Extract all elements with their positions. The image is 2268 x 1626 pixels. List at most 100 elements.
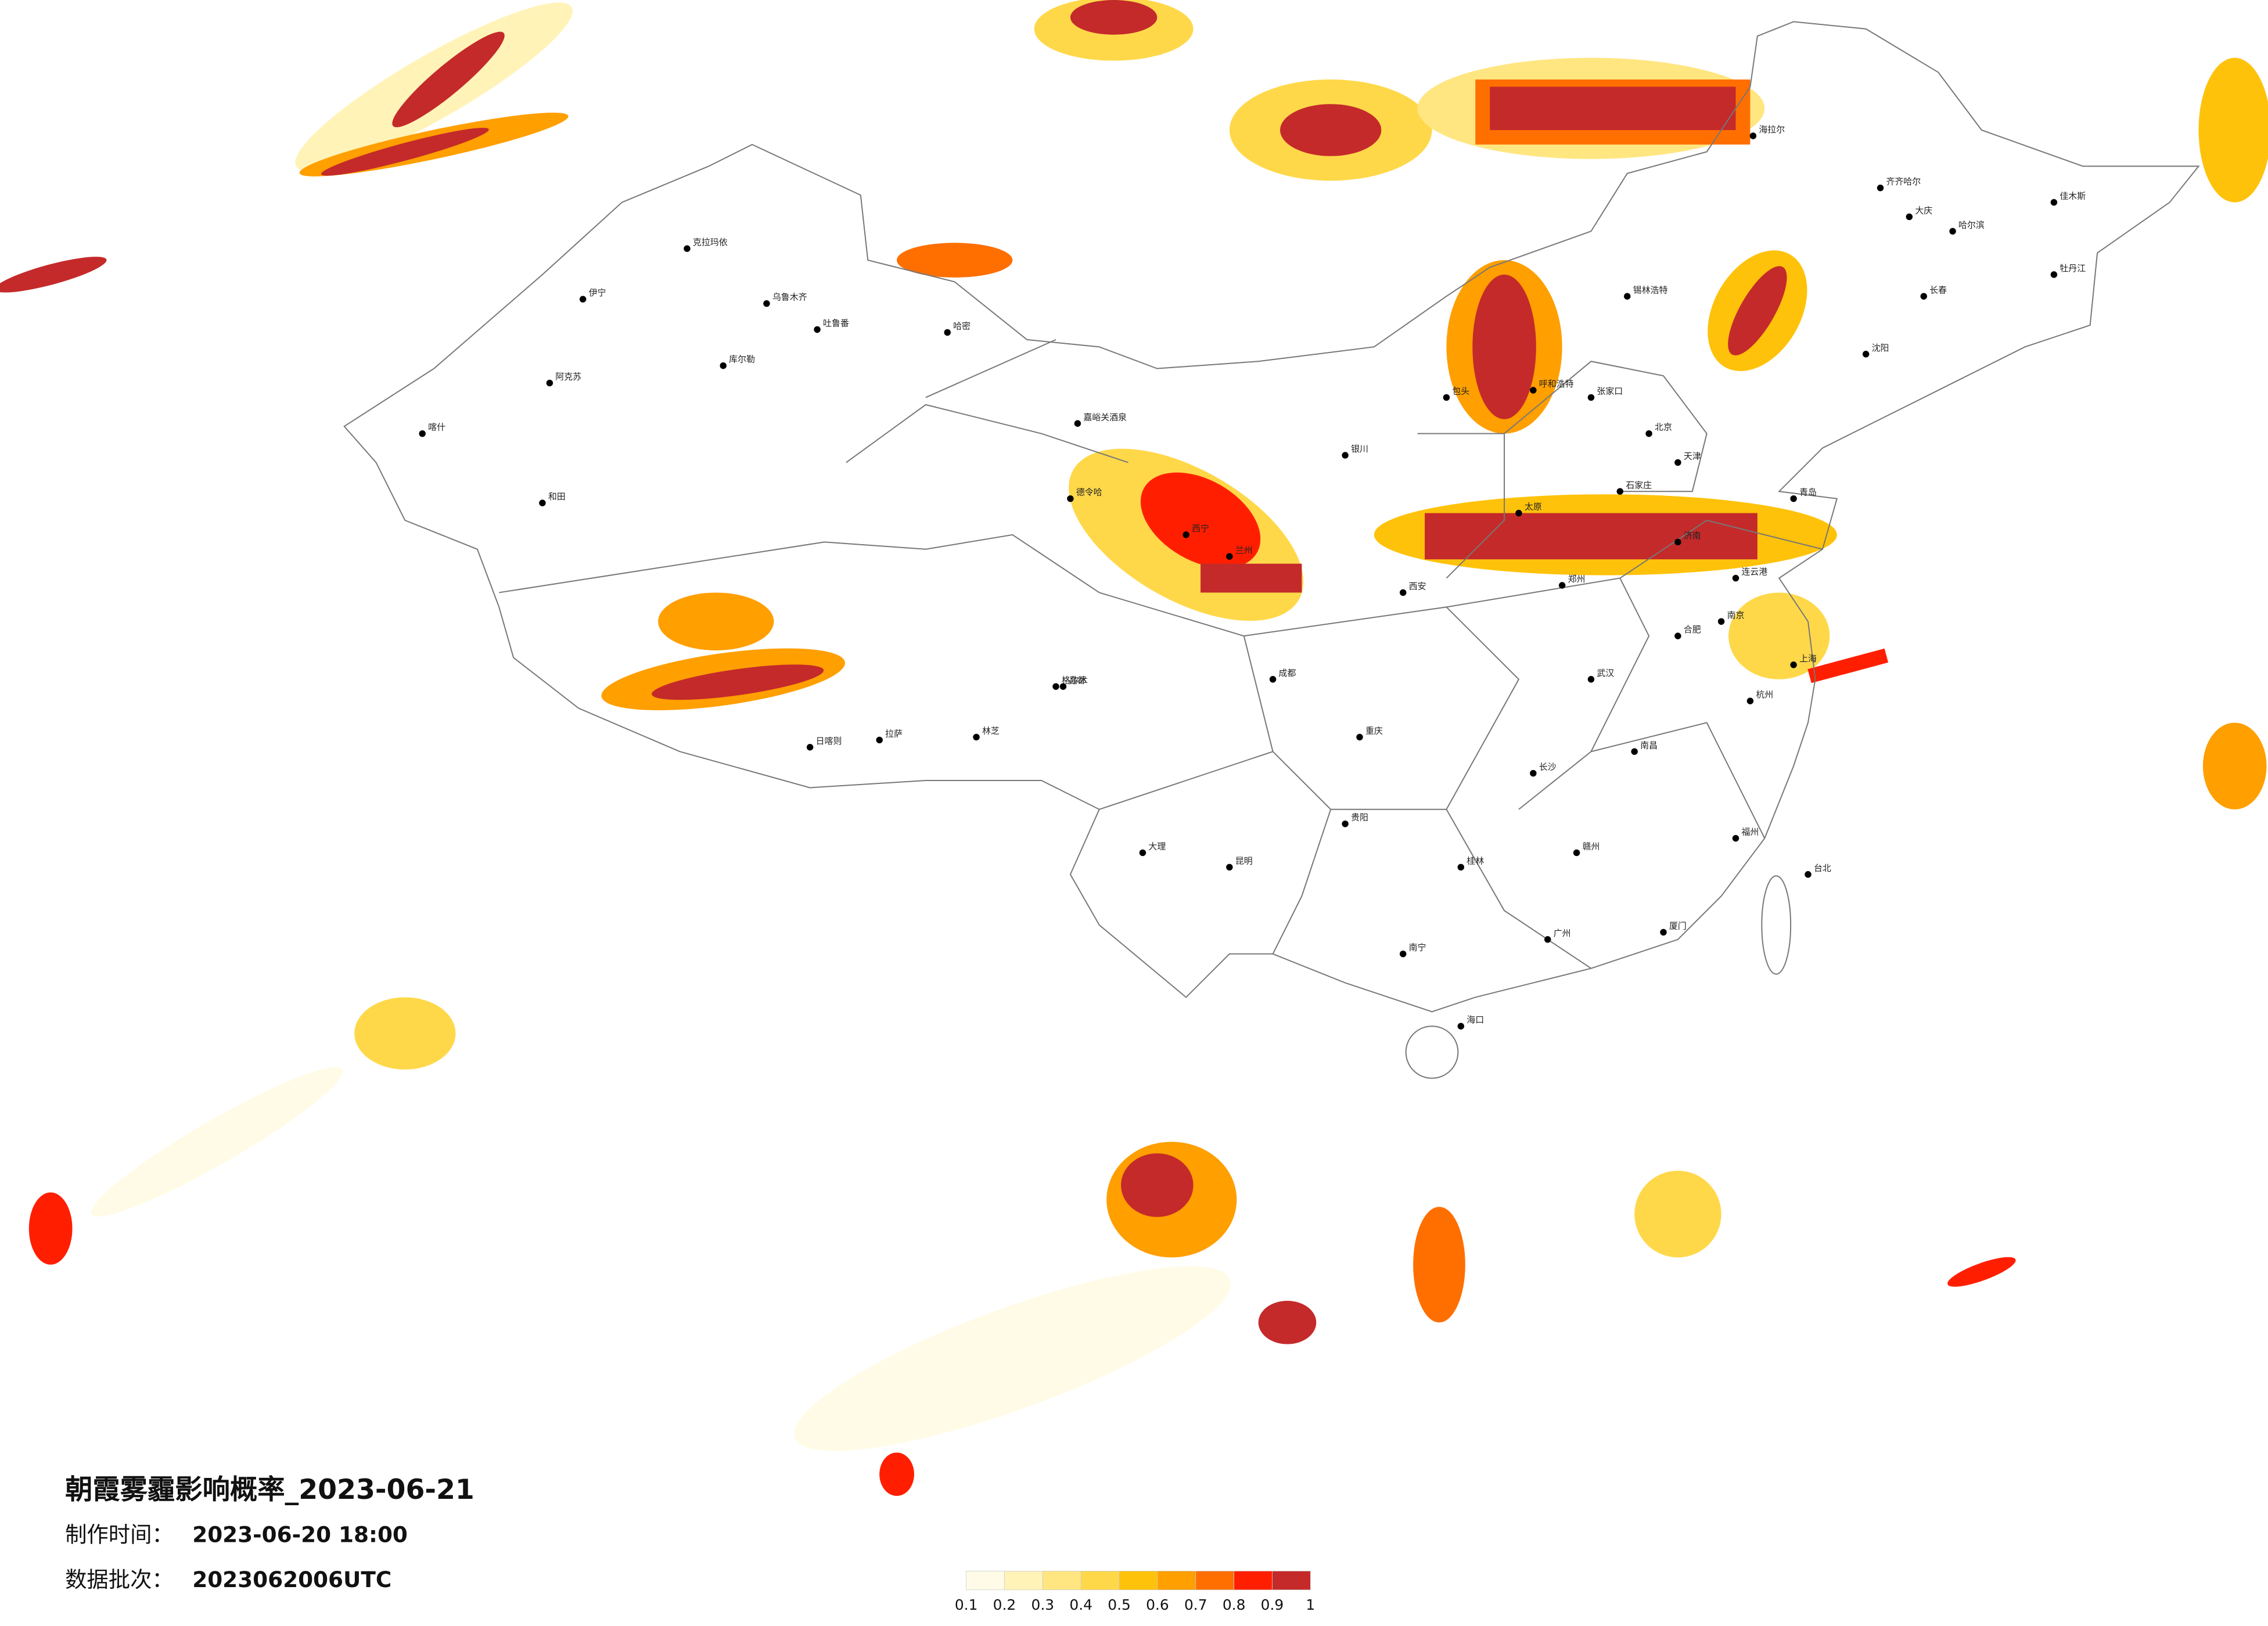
colorbar-swatch <box>1234 1571 1273 1591</box>
city-dot <box>1805 871 1811 878</box>
city-label: 张家口 <box>1597 386 1623 396</box>
city-label: 库尔勒 <box>729 354 755 365</box>
city-label: 喀什 <box>428 422 445 433</box>
hainan <box>1405 1026 1459 1079</box>
city-label: 长春 <box>1929 285 1947 295</box>
city-label: 成都 <box>1279 668 1296 678</box>
city-dot <box>1573 849 1580 857</box>
probability-field <box>0 0 2268 1496</box>
colorbar-tick-label: 1 <box>1306 1596 1315 1613</box>
city-label: 长沙 <box>1539 762 1557 772</box>
city-label: 西宁 <box>1192 523 1209 534</box>
city-label: 兰州 <box>1235 545 1253 555</box>
city-dot <box>419 430 426 437</box>
city-label: 北京 <box>1655 422 1672 433</box>
city-dot <box>1790 661 1797 668</box>
city-label: 呼和浩特 <box>1539 379 1574 389</box>
city-label: 桂林 <box>1467 855 1484 866</box>
city-dot <box>1074 420 1081 427</box>
colorbar-tick-label: 0.4 <box>1069 1596 1092 1613</box>
colorbar-tick-label: 0.5 <box>1108 1596 1131 1613</box>
city-label: 海口 <box>1467 1015 1484 1025</box>
city-dot <box>1732 834 1739 842</box>
city-dot <box>763 300 770 307</box>
city-dot <box>1674 632 1681 639</box>
city-label: 西安 <box>1409 581 1426 591</box>
city-dot <box>1067 495 1074 502</box>
city-dot <box>1558 582 1566 589</box>
city-label: 大庆 <box>1915 205 1932 215</box>
city-dot <box>806 744 814 751</box>
city-label: 贵阳 <box>1351 812 1368 823</box>
city-label: 大理 <box>1148 841 1166 851</box>
city-dot <box>1530 387 1537 394</box>
city-label: 包头 <box>1452 386 1469 396</box>
made-time-label: 制作时间： <box>65 1522 174 1548</box>
city-dot <box>1182 531 1189 538</box>
colorbar-swatch <box>1004 1571 1043 1591</box>
city-label: 银川 <box>1351 444 1368 454</box>
taiwan <box>1761 875 1792 975</box>
colorbar-tick-label: 0.3 <box>1031 1596 1055 1613</box>
city-dot <box>1587 394 1595 401</box>
city-label: 南昌 <box>1640 740 1658 750</box>
colorbar: 0.1 0.2 0.3 0.4 0.5 0.6 0.7 0.8 0.9 1 <box>955 1571 1315 1613</box>
colorbar-tick-label: 0.9 <box>1261 1596 1284 1613</box>
colorbar-swatch <box>1119 1571 1158 1591</box>
city-label: 赣州 <box>1583 841 1600 851</box>
city-label: 济南 <box>1684 530 1701 541</box>
city-label: 武汉 <box>1597 668 1614 678</box>
city-label: 伊宁 <box>589 287 606 298</box>
city-dot <box>1139 849 1146 857</box>
city-dot <box>814 326 821 333</box>
city-dot <box>1587 676 1595 683</box>
colorbar-swatch <box>1272 1571 1311 1591</box>
city-label: 锡林浩特 <box>1633 285 1668 295</box>
city-label: 日喀则 <box>816 736 842 746</box>
city-dot <box>1356 733 1363 741</box>
city-label: 福州 <box>1741 827 1759 837</box>
province-lines <box>499 339 1823 969</box>
city-label: 广州 <box>1554 928 1571 938</box>
map-title: 朝霞雾霾影响概率_2023-06-21 <box>65 1474 475 1506</box>
city-label: 克拉玛依 <box>693 237 728 247</box>
city-dot <box>1226 864 1233 871</box>
city-label: 厦门 <box>1669 920 1687 931</box>
colorbar-tick-label: 0.1 <box>955 1596 978 1613</box>
city-dot <box>944 329 951 336</box>
city-label: 合肥 <box>1684 624 1701 635</box>
city-label: 齐齐哈尔 <box>1886 177 1921 187</box>
city-label: 青岛 <box>1799 487 1817 498</box>
made-time-value: 2023-06-20 18:00 <box>192 1522 408 1548</box>
city-label: 哈密 <box>953 321 971 331</box>
city-label: 嘉峪关酒泉 <box>1083 412 1127 422</box>
city-label: 郑州 <box>1568 574 1586 584</box>
city-label: 海拉尔 <box>1759 124 1785 135</box>
city-dot <box>1457 1023 1465 1030</box>
city-label: 格尔木 <box>1062 675 1088 685</box>
city-label: 重庆 <box>1365 725 1383 736</box>
batch-label: 数据批次： <box>65 1567 174 1592</box>
city-label: 南宁 <box>1409 942 1426 953</box>
city-dot <box>1631 748 1638 755</box>
city-dot <box>1746 697 1754 704</box>
colorbar-swatch <box>966 1571 1005 1591</box>
colorbar-tick-label: 0.6 <box>1146 1596 1169 1613</box>
city-label: 哈尔滨 <box>1958 220 1985 230</box>
city-label: 吐鲁番 <box>823 318 849 329</box>
city-label: 拉萨 <box>885 728 903 739</box>
city-dot <box>720 362 727 369</box>
city-dot <box>539 499 546 506</box>
city-dot <box>973 733 980 741</box>
city-label: 牡丹江 <box>2059 263 2086 274</box>
city-dot <box>1269 676 1277 683</box>
city-dot <box>1790 495 1797 502</box>
city-dot <box>1226 553 1233 560</box>
city-label: 石家庄 <box>1626 480 1652 490</box>
city-label: 南京 <box>1727 610 1745 620</box>
city-label: 林芝 <box>982 725 1000 736</box>
city-dot <box>1660 929 1667 936</box>
boundaries <box>343 21 2200 1079</box>
city-label: 阿克苏 <box>555 372 581 382</box>
city-dot <box>1515 509 1522 517</box>
